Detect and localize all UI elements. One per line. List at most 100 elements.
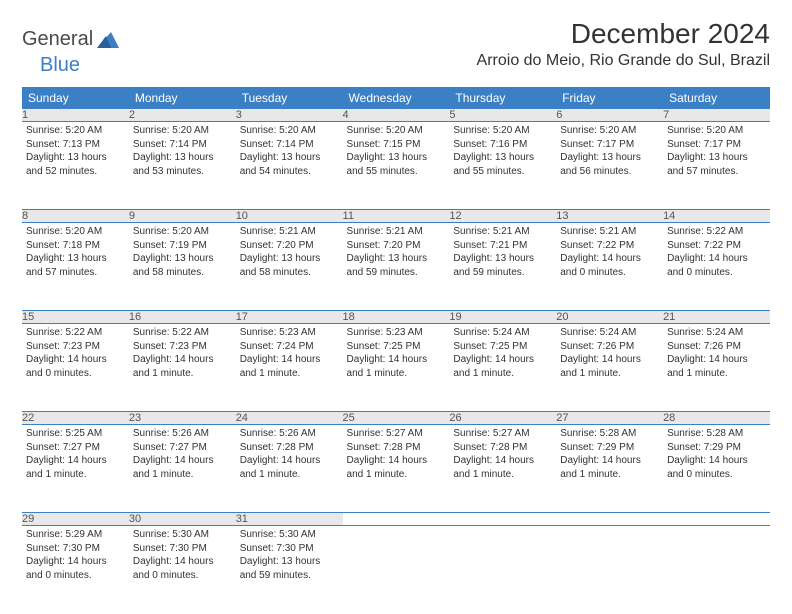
day-number-cell: 16 [129,311,236,324]
day-number-cell: 2 [129,109,236,122]
day-cell: Sunrise: 5:24 AMSunset: 7:25 PMDaylight:… [449,324,556,412]
day-header: Friday [556,87,663,109]
day-number-cell: 4 [343,109,450,122]
sunrise-line: Sunrise: 5:26 AM [133,427,232,441]
sunset-line: Sunset: 7:26 PM [560,340,659,354]
day-cell: Sunrise: 5:29 AMSunset: 7:30 PMDaylight:… [22,526,129,614]
day-cell: Sunrise: 5:27 AMSunset: 7:28 PMDaylight:… [343,425,450,513]
day-cell-content: Sunrise: 5:21 AMSunset: 7:20 PMDaylight:… [236,223,343,285]
sunset-line: Sunset: 7:25 PM [453,340,552,354]
day-cell-content: Sunrise: 5:22 AMSunset: 7:22 PMDaylight:… [663,223,770,285]
sunrise-line: Sunrise: 5:22 AM [26,326,125,340]
sunrise-line: Sunrise: 5:27 AM [347,427,446,441]
sunrise-line: Sunrise: 5:30 AM [240,528,339,542]
day-cell-content: Sunrise: 5:20 AMSunset: 7:14 PMDaylight:… [236,122,343,184]
day-number-cell: 1 [22,109,129,122]
daylight-line: Daylight: 13 hours and 57 minutes. [667,151,766,178]
day-cell: Sunrise: 5:22 AMSunset: 7:23 PMDaylight:… [129,324,236,412]
day-cell-content: Sunrise: 5:29 AMSunset: 7:30 PMDaylight:… [22,526,129,588]
day-cell-content: Sunrise: 5:20 AMSunset: 7:13 PMDaylight:… [22,122,129,184]
day-cell: Sunrise: 5:28 AMSunset: 7:29 PMDaylight:… [556,425,663,513]
sunrise-line: Sunrise: 5:20 AM [26,225,125,239]
sunset-line: Sunset: 7:21 PM [453,239,552,253]
day-cell-content: Sunrise: 5:24 AMSunset: 7:25 PMDaylight:… [449,324,556,386]
daylight-line: Daylight: 14 hours and 0 minutes. [133,555,232,582]
day-cell-content: Sunrise: 5:27 AMSunset: 7:28 PMDaylight:… [343,425,450,487]
day-cell: Sunrise: 5:26 AMSunset: 7:28 PMDaylight:… [236,425,343,513]
sunrise-line: Sunrise: 5:24 AM [453,326,552,340]
sunrise-line: Sunrise: 5:24 AM [667,326,766,340]
day-number-cell: 21 [663,311,770,324]
sunset-line: Sunset: 7:27 PM [133,441,232,455]
day-number-cell: 18 [343,311,450,324]
day-cell: Sunrise: 5:30 AMSunset: 7:30 PMDaylight:… [236,526,343,614]
daylight-line: Daylight: 14 hours and 0 minutes. [667,454,766,481]
day-cell-content: Sunrise: 5:27 AMSunset: 7:28 PMDaylight:… [449,425,556,487]
week-content-row: Sunrise: 5:20 AMSunset: 7:13 PMDaylight:… [22,122,770,210]
sunrise-line: Sunrise: 5:20 AM [133,225,232,239]
sunset-line: Sunset: 7:23 PM [26,340,125,354]
brand-text-general: General [22,28,93,51]
sunrise-line: Sunrise: 5:21 AM [347,225,446,239]
sunrise-line: Sunrise: 5:23 AM [240,326,339,340]
day-number-cell: 27 [556,412,663,425]
day-cell-content: Sunrise: 5:22 AMSunset: 7:23 PMDaylight:… [22,324,129,386]
week-daynum-row: 1234567 [22,109,770,122]
sunset-line: Sunset: 7:22 PM [667,239,766,253]
day-header: Saturday [663,87,770,109]
day-cell-content: Sunrise: 5:20 AMSunset: 7:17 PMDaylight:… [663,122,770,184]
sunset-line: Sunset: 7:25 PM [347,340,446,354]
day-header: Wednesday [343,87,450,109]
sunrise-line: Sunrise: 5:20 AM [453,124,552,138]
day-number-cell: 13 [556,210,663,223]
day-number-cell: 17 [236,311,343,324]
daylight-line: Daylight: 13 hours and 55 minutes. [347,151,446,178]
day-cell: Sunrise: 5:24 AMSunset: 7:26 PMDaylight:… [663,324,770,412]
sunrise-line: Sunrise: 5:21 AM [453,225,552,239]
sunrise-line: Sunrise: 5:28 AM [560,427,659,441]
day-cell: Sunrise: 5:25 AMSunset: 7:27 PMDaylight:… [22,425,129,513]
brand-text-blue: Blue [40,54,80,76]
day-cell-content: Sunrise: 5:20 AMSunset: 7:18 PMDaylight:… [22,223,129,285]
sunrise-line: Sunrise: 5:26 AM [240,427,339,441]
sunset-line: Sunset: 7:23 PM [133,340,232,354]
day-cell-content: Sunrise: 5:21 AMSunset: 7:20 PMDaylight:… [343,223,450,285]
week-daynum-row: 293031 [22,513,770,526]
sunset-line: Sunset: 7:28 PM [347,441,446,455]
sunrise-line: Sunrise: 5:22 AM [133,326,232,340]
day-cell: Sunrise: 5:20 AMSunset: 7:17 PMDaylight:… [556,122,663,210]
day-number-cell: 24 [236,412,343,425]
day-cell: Sunrise: 5:22 AMSunset: 7:22 PMDaylight:… [663,223,770,311]
sunset-line: Sunset: 7:30 PM [26,542,125,556]
sunset-line: Sunset: 7:27 PM [26,441,125,455]
daylight-line: Daylight: 13 hours and 52 minutes. [26,151,125,178]
calendar-header-row: SundayMondayTuesdayWednesdayThursdayFrid… [22,87,770,109]
day-number-cell [663,513,770,526]
sunset-line: Sunset: 7:17 PM [560,138,659,152]
week-content-row: Sunrise: 5:22 AMSunset: 7:23 PMDaylight:… [22,324,770,412]
day-header: Monday [129,87,236,109]
sunrise-line: Sunrise: 5:23 AM [347,326,446,340]
month-title: December 2024 [477,18,770,50]
day-number-cell: 15 [22,311,129,324]
week-daynum-row: 891011121314 [22,210,770,223]
day-number-cell: 7 [663,109,770,122]
day-cell: Sunrise: 5:28 AMSunset: 7:29 PMDaylight:… [663,425,770,513]
daylight-line: Daylight: 13 hours and 53 minutes. [133,151,232,178]
daylight-line: Daylight: 13 hours and 59 minutes. [240,555,339,582]
sunrise-line: Sunrise: 5:20 AM [347,124,446,138]
day-cell: Sunrise: 5:20 AMSunset: 7:14 PMDaylight:… [129,122,236,210]
daylight-line: Daylight: 14 hours and 1 minute. [560,454,659,481]
day-number-cell: 3 [236,109,343,122]
sunset-line: Sunset: 7:13 PM [26,138,125,152]
daylight-line: Daylight: 13 hours and 58 minutes. [240,252,339,279]
daylight-line: Daylight: 14 hours and 1 minute. [133,454,232,481]
day-number-cell: 26 [449,412,556,425]
day-cell: Sunrise: 5:27 AMSunset: 7:28 PMDaylight:… [449,425,556,513]
sunset-line: Sunset: 7:30 PM [240,542,339,556]
day-cell-content: Sunrise: 5:23 AMSunset: 7:24 PMDaylight:… [236,324,343,386]
day-number-cell: 31 [236,513,343,526]
day-number-cell: 8 [22,210,129,223]
sunset-line: Sunset: 7:22 PM [560,239,659,253]
daylight-line: Daylight: 13 hours and 58 minutes. [133,252,232,279]
